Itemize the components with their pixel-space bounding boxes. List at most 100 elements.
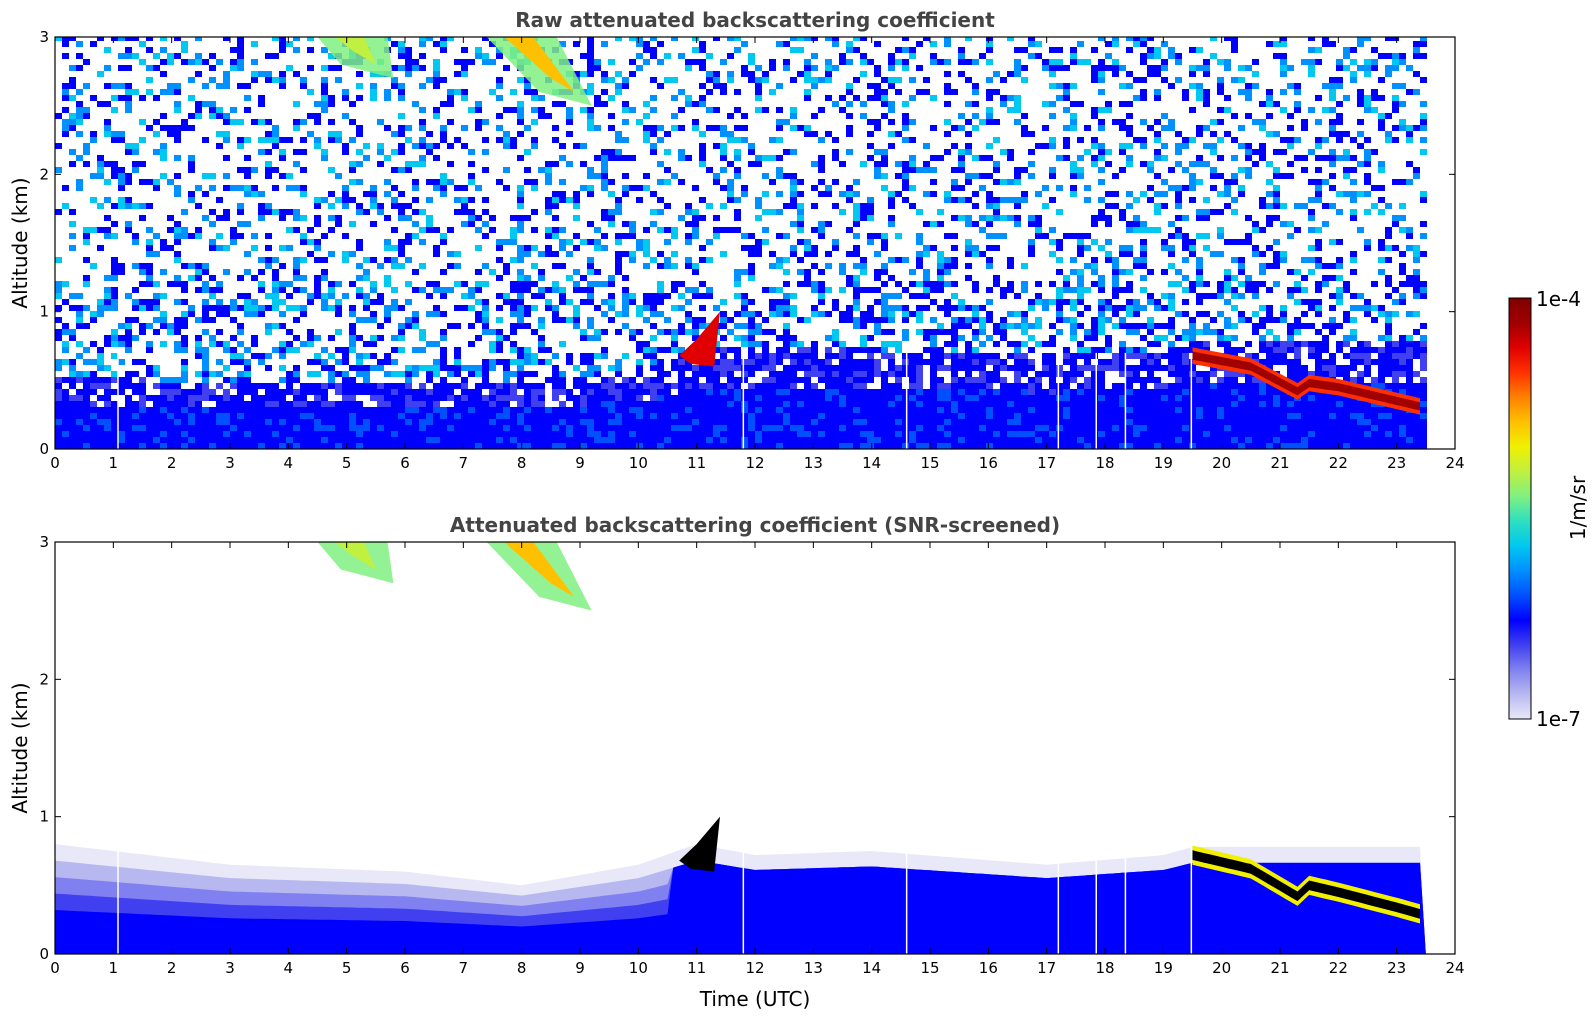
heatmap-cell — [160, 317, 167, 323]
heatmap-cell — [727, 431, 734, 437]
heatmap-cell — [244, 137, 251, 143]
heatmap-cell — [1112, 191, 1119, 197]
heatmap-cell — [412, 233, 419, 239]
heatmap-cell — [664, 149, 671, 155]
heatmap-cell — [706, 107, 713, 113]
heatmap-cell — [1070, 47, 1077, 53]
heatmap-cell — [566, 443, 573, 449]
heatmap-cell — [349, 437, 356, 443]
heatmap-cell — [475, 47, 482, 53]
heatmap-cell — [230, 353, 237, 359]
heatmap-cell — [167, 329, 174, 335]
heatmap-cell — [741, 245, 748, 251]
heatmap-cell — [1140, 365, 1147, 371]
heatmap-cell — [293, 37, 300, 41]
heatmap-cell — [118, 179, 125, 185]
heatmap-cell — [874, 395, 881, 401]
heatmap-cell — [741, 419, 748, 425]
heatmap-cell — [272, 269, 279, 275]
heatmap-cell — [1049, 251, 1056, 257]
heatmap-cell — [419, 227, 426, 233]
heatmap-cell — [1084, 149, 1091, 155]
heatmap-cell — [237, 371, 244, 377]
heatmap-cell — [321, 257, 328, 263]
heatmap-cell — [783, 299, 790, 305]
heatmap-cell — [559, 431, 566, 437]
heatmap-cell — [223, 311, 230, 317]
heatmap-cell — [972, 113, 979, 119]
heatmap-cell — [447, 95, 454, 101]
heatmap-cell — [783, 437, 790, 443]
heatmap-cell — [174, 227, 181, 233]
heatmap-cell — [265, 407, 272, 413]
heatmap-cell — [685, 155, 692, 161]
heatmap-cell — [1014, 95, 1021, 101]
heatmap-cell — [209, 437, 216, 443]
heatmap-cell — [685, 425, 692, 431]
heatmap-cell — [818, 407, 825, 413]
heatmap-cell — [1014, 359, 1021, 365]
heatmap-cell — [230, 383, 237, 389]
heatmap-cell — [461, 389, 468, 395]
heatmap-cell — [853, 299, 860, 305]
heatmap-cell — [846, 407, 853, 413]
heatmap-cell — [1077, 395, 1084, 401]
heatmap-cell — [1056, 245, 1063, 251]
heatmap-cell — [440, 353, 447, 359]
heatmap-cell — [1021, 419, 1028, 425]
panel1-heatmap — [55, 37, 1427, 449]
heatmap-cell — [1000, 401, 1007, 407]
heatmap-cell — [90, 197, 97, 203]
heatmap-cell — [1140, 37, 1147, 41]
heatmap-cell — [517, 107, 524, 113]
heatmap-cell — [1091, 425, 1098, 431]
heatmap-cell — [356, 383, 363, 389]
heatmap-cell — [1140, 407, 1147, 413]
heatmap-cell — [965, 197, 972, 203]
heatmap-cell — [622, 251, 629, 257]
heatmap-cell — [195, 107, 202, 113]
heatmap-cell — [524, 89, 531, 95]
heatmap-cell — [174, 377, 181, 383]
heatmap-cell — [125, 53, 132, 59]
heatmap-cell — [202, 191, 209, 197]
heatmap-cell — [615, 203, 622, 209]
heatmap-cell — [965, 425, 972, 431]
heatmap-cell — [1014, 203, 1021, 209]
heatmap-cell — [958, 389, 965, 395]
heatmap-cell — [1000, 77, 1007, 83]
heatmap-cell — [888, 131, 895, 137]
heatmap-cell — [587, 371, 594, 377]
heatmap-cell — [1140, 323, 1147, 329]
heatmap-cell — [356, 275, 363, 281]
heatmap-cell — [594, 389, 601, 395]
heatmap-cell — [517, 365, 524, 371]
heatmap-cell — [188, 59, 195, 65]
heatmap-cell — [944, 329, 951, 335]
heatmap-cell — [440, 47, 447, 53]
heatmap-cell — [986, 59, 993, 65]
heatmap-cell — [818, 377, 825, 383]
heatmap-cell — [853, 179, 860, 185]
heatmap-cell — [412, 437, 419, 443]
heatmap-cell — [839, 431, 846, 437]
heatmap-cell — [972, 335, 979, 341]
heatmap-cell — [867, 371, 874, 377]
heatmap-cell — [237, 65, 244, 71]
heatmap-cell — [846, 437, 853, 443]
heatmap-cell — [1140, 77, 1147, 83]
heatmap-cell — [958, 113, 965, 119]
heatmap-cell — [909, 353, 916, 359]
heatmap-cell — [510, 383, 517, 389]
heatmap-cell — [944, 101, 951, 107]
heatmap-cell — [986, 395, 993, 401]
heatmap-cell — [433, 341, 440, 347]
heatmap-cell — [125, 395, 132, 401]
heatmap-cell — [286, 425, 293, 431]
heatmap-cell — [762, 341, 769, 347]
heatmap-cell — [958, 443, 965, 449]
heatmap-cell — [300, 239, 307, 245]
heatmap-cell — [300, 443, 307, 449]
heatmap-cell — [300, 395, 307, 401]
heatmap-cell — [272, 281, 279, 287]
